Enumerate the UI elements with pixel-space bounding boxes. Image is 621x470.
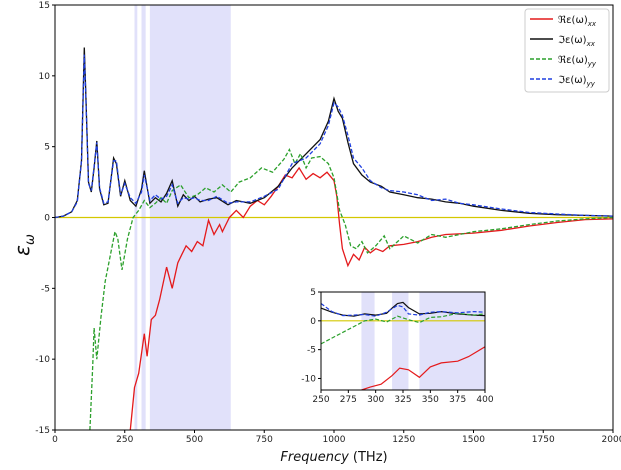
y-tick-label-1: -10: [35, 355, 50, 365]
inset-x-tick-label-2: 300: [367, 395, 384, 405]
x-tick-label-2: 500: [186, 435, 203, 445]
x-axis-ticks: 0 250 500 750 1000 1250 1500 1750 2000: [52, 430, 621, 445]
inset-shaded-band-1: [392, 292, 409, 390]
x-axis-label-word: Frequency: [280, 450, 349, 465]
inset-x-tick-label-0: 250: [312, 395, 329, 405]
legend-box: [524, 8, 610, 93]
inset-y-tick-label-1: -5: [307, 346, 316, 356]
legend-label-2: ℜε(ω)yy: [558, 55, 597, 68]
y-tick-label-6: 15: [39, 1, 50, 11]
y-tick-label-5: 10: [39, 72, 51, 82]
y-tick-label-4: 5: [44, 143, 50, 153]
x-tick-label-7: 1750: [532, 435, 555, 445]
inset-x-tick-label-3: 325: [394, 395, 411, 405]
legend-label-0: ℜε(ω)xx: [558, 15, 597, 28]
inset-y-axis-ticks: -10 -5 0 5: [301, 288, 321, 384]
inset-series-line-3: [321, 303, 485, 317]
inset-series-line-0: [361, 346, 485, 390]
inset-x-tick-label-1: 275: [340, 395, 357, 405]
inset-y-tick-label-0: -10: [301, 374, 316, 384]
inset-shaded-regions: [361, 292, 485, 390]
legend-label-1: ℑε(ω)xx: [558, 35, 596, 48]
x-tick-label-5: 1250: [392, 435, 415, 445]
x-axis-label: Frequency (THz): [280, 450, 387, 465]
y-tick-label-2: -5: [41, 284, 50, 294]
series-lines: [55, 47, 613, 430]
series-line-1: [55, 47, 613, 219]
inset-x-axis-ticks: 250 275 300 325 350 375 400: [312, 390, 494, 405]
series-line-0: [129, 166, 613, 430]
inset-x-tick-label-6: 400: [476, 395, 493, 405]
legend-label-3: ℑε(ω)yy: [558, 75, 596, 88]
y-tick-label-3: 0: [44, 214, 50, 224]
inset-series-lines: [321, 301, 485, 390]
x-tick-label-6: 1500: [462, 435, 485, 445]
x-tick-label-0: 0: [52, 435, 58, 445]
y-axis-ticks: -15 -10 -5 0 5 10 15: [35, 1, 55, 436]
inset-x-tick-label-4: 350: [422, 395, 439, 405]
inset-y-tick-label-3: 5: [310, 288, 316, 298]
inset-shaded-band-0: [361, 292, 375, 390]
series-line-2: [89, 147, 613, 430]
series-line-3: [55, 54, 613, 219]
x-axis-label-unit: (THz): [353, 450, 388, 465]
inset-chart: 250 275 300 325 350 375 400 -10 -5 0 5: [301, 288, 494, 405]
x-tick-label-4: 1000: [323, 435, 346, 445]
inset-shaded-band-2: [419, 292, 485, 390]
inset-series-line-2: [321, 312, 485, 345]
legend: ℜε(ω)xx ℑε(ω)xx ℜε(ω)yy ℑε(ω)yy: [524, 8, 610, 93]
x-tick-label-3: 750: [256, 435, 273, 445]
y-tick-label-0: -15: [35, 426, 50, 436]
y-axis-label: εω: [10, 234, 38, 256]
y-axis-label-symbol: ε: [10, 245, 34, 256]
x-tick-label-1: 250: [116, 435, 133, 445]
y-axis-label-sub: ω: [23, 234, 38, 245]
inset-x-tick-label-5: 375: [449, 395, 466, 405]
inset-y-tick-label-2: 0: [310, 317, 316, 327]
x-tick-label-8: 2000: [602, 435, 621, 445]
